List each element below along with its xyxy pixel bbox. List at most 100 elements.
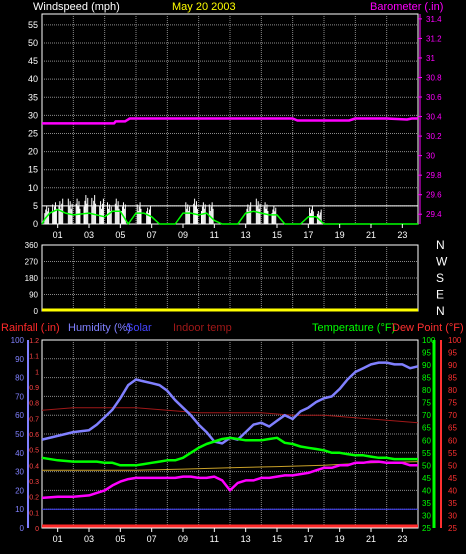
wind-average-line — [41, 208, 418, 225]
p3-xtick-label: 21 — [366, 534, 376, 544]
temperature-tick-label: 50 — [422, 461, 431, 470]
barometer-tick-label: 31.2 — [426, 34, 442, 43]
temperature-tick-label: 75 — [422, 399, 431, 408]
barometer-line — [42, 117, 418, 125]
p1-xtick-label: 05 — [115, 230, 125, 240]
temperature-tick-label: 80 — [422, 386, 431, 395]
p3-xtick-label: 19 — [335, 534, 345, 544]
rainfall-tick-label: 0.3 — [29, 479, 39, 486]
p1-xtick-label: 21 — [366, 230, 376, 240]
p1-xtick-label: 03 — [84, 230, 94, 240]
temperature-tick-label: 30 — [422, 511, 431, 520]
compass-label: N — [436, 304, 445, 318]
rainfall-tick-label: 0.5 — [29, 448, 39, 455]
windspeed-axis-label: Windspeed (mph) — [33, 1, 120, 13]
dewpoint-tick-label: 40 — [448, 486, 457, 495]
rainfall-tick-label: 0.1 — [29, 510, 39, 517]
indoor-temp-line — [41, 407, 419, 424]
temperature-tick-label: 95 — [422, 349, 431, 358]
dewpoint-tick-label: 75 — [448, 399, 457, 408]
p1-xtick-label: 09 — [178, 230, 188, 240]
barometer-tick-label: 29.6 — [426, 191, 442, 200]
humidity-axis-label: Humidity (%) — [68, 322, 131, 334]
rainfall-axis-label: Rainfall (.in) — [1, 322, 60, 334]
p3-xtick-label: 07 — [147, 534, 157, 544]
p1-xtick-label: 01 — [53, 230, 63, 240]
p3-xtick-label: 17 — [303, 534, 313, 544]
windspeed-tick-label: 15 — [28, 165, 38, 175]
humidity-tick-label: 50 — [15, 430, 24, 439]
temp-humidity-panel: 010203040506070809010000.10.20.30.40.50.… — [11, 336, 462, 544]
p1-xtick-label: 17 — [303, 230, 313, 240]
compass-label: W — [436, 255, 448, 269]
barometer-tick-label: 31.4 — [426, 15, 442, 24]
rainfall-tick-label: 0.8 — [29, 401, 39, 408]
rainfall-tick-label: 0.7 — [29, 416, 39, 423]
temperature-line — [41, 436, 418, 467]
temperature-tick-label: 35 — [422, 499, 431, 508]
dewpoint-tick-label: 45 — [448, 474, 457, 483]
barometer-tick-label: 30 — [426, 152, 435, 161]
p1-xtick-label: 15 — [272, 230, 282, 240]
dewpoint-tick-label: 30 — [448, 511, 457, 520]
p1-xtick-label: 13 — [241, 230, 251, 240]
compass-label: E — [436, 288, 444, 302]
dewpoint-line — [41, 460, 418, 500]
p1-xtick-label: 19 — [335, 230, 345, 240]
direction-tick-label: 90 — [29, 291, 38, 300]
rainfall-tick-label: 1.1 — [29, 354, 39, 361]
direction-tick-label: 270 — [25, 258, 39, 267]
rainfall-tick-label: 0.2 — [29, 495, 39, 502]
dewpoint-tick-label: 90 — [448, 361, 457, 370]
windspeed-tick-label: 35 — [28, 92, 38, 102]
dewpoint-axis-label: Dew Point (°F) — [392, 322, 464, 334]
barometer-tick-label: 29.8 — [426, 171, 442, 180]
windspeed-tick-label: 5 — [33, 201, 38, 211]
temperature-axis-label: Temperature (°F) — [312, 322, 395, 334]
temperature-tick-label: 90 — [422, 361, 431, 370]
barometer-tick-label: 30.2 — [426, 132, 442, 141]
windspeed-tick-label: 20 — [28, 147, 38, 157]
temperature-tick-label: 70 — [422, 411, 431, 420]
dewpoint-tick-label: 55 — [448, 449, 457, 458]
humidity-tick-label: 0 — [20, 524, 25, 533]
humidity-tick-label: 60 — [15, 411, 24, 420]
p3-xtick-label: 13 — [241, 534, 251, 544]
dewpoint-tick-label: 50 — [448, 461, 457, 470]
compass-label: S — [436, 271, 444, 285]
windspeed-tick-label: 45 — [28, 56, 38, 66]
dewpoint-tick-label: 80 — [448, 386, 457, 395]
rainfall-tick-label: 0.9 — [29, 385, 39, 392]
rainfall-tick-label: 0.4 — [29, 463, 39, 470]
humidity-line — [41, 361, 419, 445]
barometer-tick-label: 31 — [426, 54, 435, 63]
dewpoint-tick-label: 60 — [448, 436, 457, 445]
rainfall-tick-label: 1 — [35, 369, 39, 376]
rainfall-tick-label: 0 — [35, 526, 39, 533]
p3-xtick-label: 09 — [178, 534, 188, 544]
temperature-tick-label: 55 — [422, 449, 431, 458]
p3-xtick-label: 01 — [53, 534, 63, 544]
rainfall-tick-label: 0.6 — [29, 432, 39, 439]
temperature-tick-label: 65 — [422, 424, 431, 433]
dewpoint-tick-label: 35 — [448, 499, 457, 508]
chart-date-title: May 20 2003 — [172, 1, 236, 13]
p1-xtick-label: 11 — [210, 230, 219, 240]
windspeed-tick-label: 25 — [28, 128, 38, 138]
rainfall-tick-label: 1.2 — [29, 338, 39, 345]
windspeed-tick-label: 40 — [28, 74, 38, 84]
temperature-tick-label: 25 — [422, 524, 431, 533]
wind-barometer-panel: 051015202530354045505529.429.629.83030.2… — [28, 13, 442, 240]
compass-label: N — [436, 238, 445, 252]
temperature-tick-label: 40 — [422, 486, 431, 495]
humidity-tick-label: 10 — [15, 505, 24, 514]
p3-xtick-label: 05 — [115, 534, 125, 544]
barometer-tick-label: 29.4 — [426, 210, 442, 219]
indoor-temp-label: Indoor temp — [173, 322, 232, 334]
p3-xtick-label: 03 — [84, 534, 94, 544]
solar-axis-label: Solar — [126, 322, 152, 334]
humidity-tick-label: 100 — [11, 336, 25, 345]
humidity-tick-label: 80 — [15, 374, 24, 383]
p3-xtick-label: 11 — [210, 534, 219, 544]
temperature-tick-label: 45 — [422, 474, 431, 483]
